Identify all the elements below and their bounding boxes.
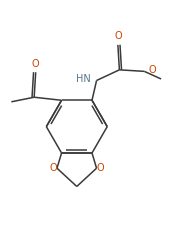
Text: HN: HN bbox=[76, 74, 91, 84]
Text: O: O bbox=[114, 31, 122, 41]
Text: O: O bbox=[148, 65, 156, 74]
Text: O: O bbox=[96, 163, 104, 173]
Text: O: O bbox=[32, 59, 40, 69]
Text: O: O bbox=[49, 163, 57, 173]
